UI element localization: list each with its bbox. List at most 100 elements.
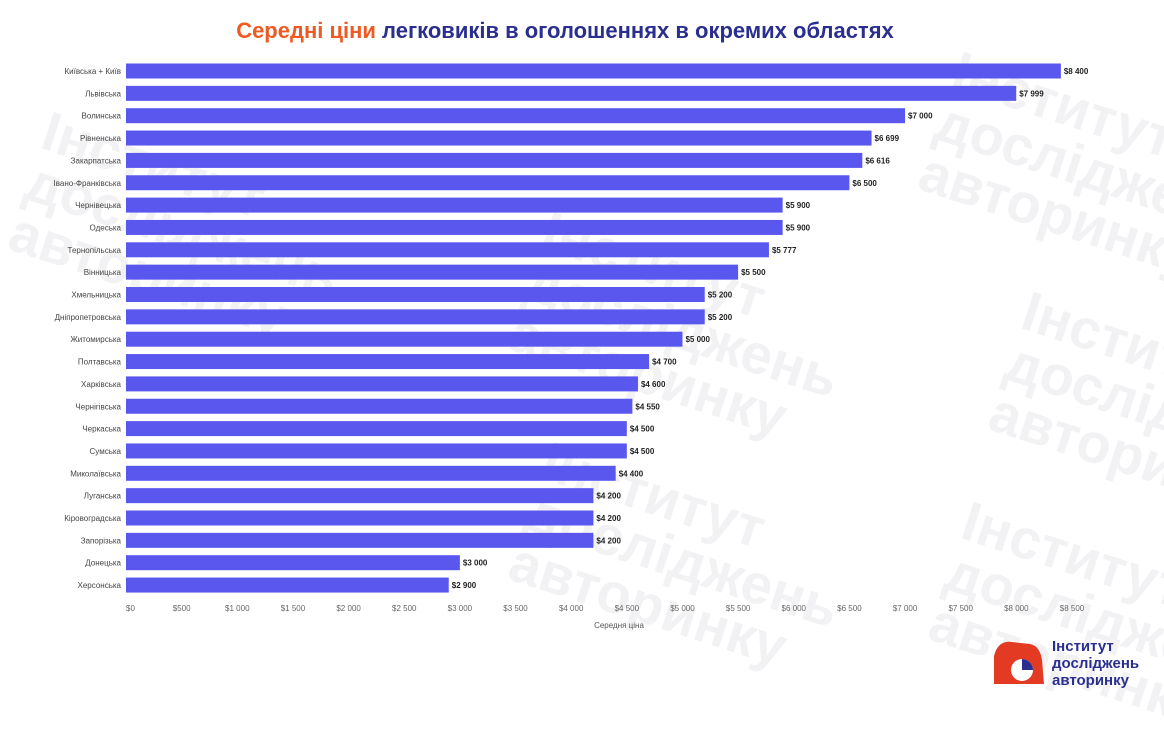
data-label: $6 616 (865, 156, 890, 165)
data-label: $7 999 (1019, 89, 1044, 98)
bar (126, 532, 594, 548)
data-label: $5 000 (685, 335, 710, 344)
institute-logo: Інститут досліджень авторинку (990, 634, 1160, 689)
category-label: Закарпатська (71, 156, 122, 165)
category-label: Київська + Київ (64, 67, 121, 76)
x-tick-label: $5 500 (726, 604, 751, 613)
x-tick-label: $6 500 (837, 604, 862, 613)
data-label: $6 699 (875, 134, 900, 143)
logo-line-1: Інститут (1052, 638, 1114, 655)
bar (126, 577, 449, 593)
category-label: Хмельницька (71, 291, 121, 300)
category-label: Херсонська (78, 581, 122, 590)
x-tick-label: $5 000 (670, 604, 695, 613)
data-label: $4 200 (596, 492, 621, 501)
x-tick-label: $500 (173, 604, 191, 613)
bar (126, 465, 616, 481)
chart-title: Середні ціни легковиків в оголошеннях в … (0, 18, 1130, 44)
data-label: $7 000 (908, 112, 933, 121)
data-label: $4 550 (635, 402, 660, 411)
x-tick-label: $8 500 (1060, 604, 1085, 613)
data-label: $5 200 (708, 291, 733, 300)
bar (126, 488, 594, 504)
bar (126, 85, 1017, 101)
bar (126, 63, 1061, 79)
bar (126, 421, 627, 437)
data-label: $5 900 (786, 201, 811, 210)
category-label: Харківська (81, 380, 122, 389)
logo-text: Інститут досліджень авторинку (1052, 638, 1139, 689)
bar (126, 443, 627, 459)
x-tick-label: $4 500 (615, 604, 640, 613)
category-label: Запорізька (81, 536, 122, 545)
x-tick-label: $3 500 (503, 604, 528, 613)
bar (126, 219, 783, 235)
data-label: $4 700 (652, 358, 677, 367)
category-label: Вінницька (84, 268, 122, 277)
data-label: $2 900 (452, 581, 477, 590)
x-tick-label: $1 000 (225, 604, 250, 613)
data-label: $8 400 (1064, 67, 1089, 76)
data-label: $4 500 (630, 447, 655, 456)
chart-title-accent: Середні ціни (236, 18, 376, 43)
category-label: Донецька (85, 559, 121, 568)
x-tick-label: $4 000 (559, 604, 584, 613)
logo-line-2: досліджень (1052, 655, 1140, 672)
logo-line-3: авторинку (1052, 672, 1129, 689)
category-label: Чернівецька (75, 201, 121, 210)
category-label: Луганська (84, 492, 122, 501)
bar (126, 242, 769, 258)
category-label: Черкаська (82, 425, 121, 434)
category-label: Кіровоградська (64, 514, 121, 523)
chart-title-main: легковиків в оголошеннях в окремих облас… (382, 18, 894, 43)
data-label: $5 777 (772, 246, 797, 255)
x-tick-label: $7 000 (893, 604, 918, 613)
bar (126, 309, 705, 325)
bar (126, 130, 872, 146)
bar (126, 331, 683, 347)
bar (126, 152, 863, 168)
car-logo-icon (994, 641, 1044, 684)
bar (126, 555, 460, 571)
x-tick-label: $0 (126, 604, 135, 613)
category-label: Миколаївська (70, 469, 121, 478)
bar (126, 175, 850, 191)
x-tick-label: $2 500 (392, 604, 417, 613)
data-label: $4 200 (596, 536, 621, 545)
x-tick-label: $2 000 (336, 604, 361, 613)
data-label: $6 500 (852, 179, 877, 188)
bar (126, 287, 705, 302)
data-label: $3 000 (463, 559, 488, 568)
bar (126, 354, 650, 370)
category-label: Чернігівська (75, 402, 121, 411)
bar (126, 197, 783, 213)
bar (126, 398, 633, 414)
category-label: Львівська (85, 89, 121, 98)
category-label: Полтавська (78, 358, 122, 367)
x-tick-label: $8 000 (1004, 604, 1029, 613)
x-tick-label: $1 500 (281, 604, 306, 613)
x-tick-label: $7 500 (948, 604, 973, 613)
x-tick-label: $3 000 (448, 604, 473, 613)
bar (126, 108, 906, 124)
category-label: Сумська (90, 447, 122, 456)
data-label: $5 500 (741, 268, 766, 277)
bar (126, 510, 594, 526)
data-label: $5 200 (708, 313, 733, 322)
x-axis-label: Середня ціна (594, 621, 644, 630)
bar (126, 264, 739, 280)
category-label: Дніпропетровська (55, 313, 122, 322)
bar-chart: Київська + Київ $8 400 Львівська $7 999 Воли… (54, 63, 1089, 630)
category-label: Івано-Франківська (54, 179, 122, 188)
category-label: Тернопільська (68, 246, 122, 255)
category-label: Волинська (82, 112, 122, 121)
data-label: $5 900 (786, 223, 811, 232)
bar (126, 376, 638, 392)
data-label: $4 600 (641, 380, 666, 389)
category-label: Житомирська (70, 335, 121, 344)
x-tick-label: $6 000 (782, 604, 807, 613)
category-label: Одеська (90, 223, 122, 232)
data-label: $4 400 (619, 469, 644, 478)
data-label: $4 200 (596, 514, 621, 523)
category-label: Рівненська (80, 134, 121, 143)
